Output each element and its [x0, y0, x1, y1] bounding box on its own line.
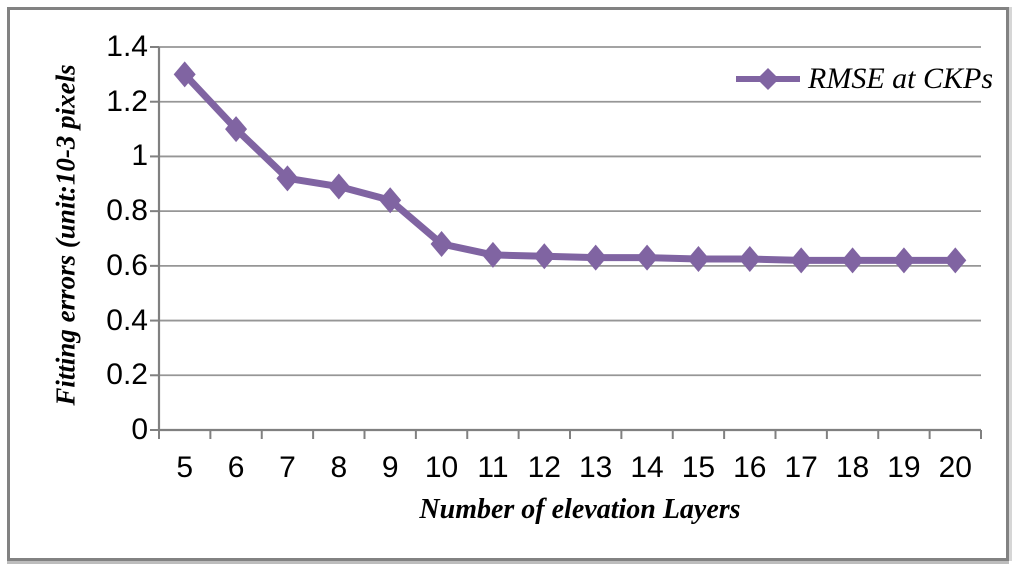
data-point-marker	[225, 116, 248, 143]
data-point-marker	[687, 246, 710, 273]
data-point-marker	[790, 247, 813, 274]
legend-line-marker-icon	[736, 68, 800, 90]
y-axis-title: Fitting errors (unit:10-3 pixels	[50, 64, 81, 406]
data-point-marker	[173, 61, 196, 88]
series-line	[181, 70, 959, 264]
data-point-marker	[430, 230, 453, 257]
data-point-marker	[584, 244, 607, 271]
data-point-marker	[327, 173, 350, 200]
data-point-marker	[533, 243, 556, 270]
data-point-marker	[841, 247, 864, 274]
legend: RMSE at CKPs	[733, 60, 993, 98]
x-axis-title: Number of elevation Layers	[419, 494, 741, 525]
data-point-marker	[276, 165, 299, 192]
data-point-marker	[892, 247, 915, 274]
data-point-marker	[738, 246, 761, 273]
data-point-marker	[481, 241, 504, 268]
data-point-marker	[944, 247, 967, 274]
data-point-marker	[636, 244, 659, 271]
data-point-marker	[379, 187, 402, 214]
legend-label: RMSE at CKPs	[808, 62, 993, 95]
